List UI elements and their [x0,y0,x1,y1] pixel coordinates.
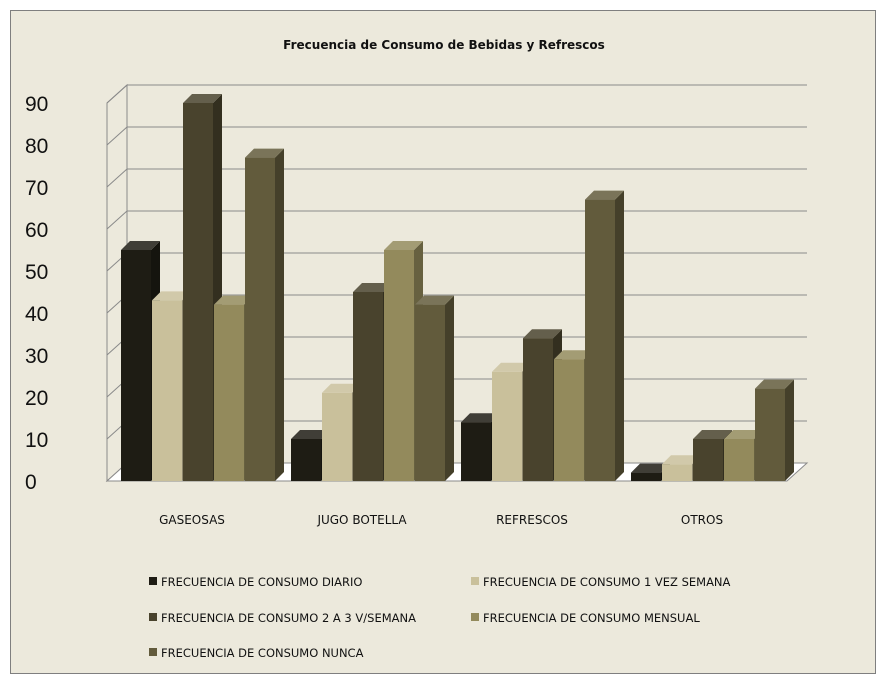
bar-top [461,413,500,423]
y-tick-label: 60 [25,219,48,242]
bar [585,190,624,481]
bar-top [693,430,732,439]
x-tick-label: OTROS [681,513,723,527]
bar-front [322,392,352,481]
y-tick-label: 40 [25,303,48,326]
bar-top [384,241,423,250]
legend-item: FRECUENCIA DE CONSUMO MENSUAL [471,611,700,625]
legend-label: FRECUENCIA DE CONSUMO NUNCA [161,646,364,660]
bar-front [461,422,491,481]
bar-front [152,300,182,481]
bar-front [245,157,275,481]
bar [755,379,794,481]
bar-chart: Frecuencia de Consumo de Bebidas y Refre… [25,38,809,660]
legend-item: FRECUENCIA DE CONSUMO NUNCA [149,646,364,660]
chart-area: Frecuencia de Consumo de Bebidas y Refre… [10,10,876,674]
bar-front [415,304,445,481]
bar-side [615,190,624,481]
gridline-diagonal [106,168,128,188]
legend-swatch [471,613,479,621]
y-tick-label: 0 [25,471,37,494]
y-tick-label: 20 [25,387,48,410]
bar-front [693,439,723,481]
y-tick-label: 10 [25,429,48,452]
legend-label: FRECUENCIA DE CONSUMO 1 VEZ SEMANA [483,575,731,589]
gridline-diagonal [106,84,128,104]
bar-front [291,439,321,481]
y-tick-label: 90 [25,93,48,116]
y-tick-label: 30 [25,345,48,368]
bar-front [492,371,522,481]
bar-front [353,292,383,481]
legend-label: FRECUENCIA DE CONSUMO MENSUAL [483,611,700,625]
bar-front [121,250,151,481]
bar-top [322,383,361,393]
bar [415,295,454,481]
bar-top [214,295,253,305]
bar-top [121,241,160,250]
bar-front [724,439,754,481]
bar-front [214,304,244,481]
bar-side [445,295,454,481]
bar-front [183,103,213,481]
bar-top [353,283,392,292]
bar-top [183,94,222,103]
y-tick-label: 50 [25,261,48,284]
bar-top [523,329,562,339]
bar-side [785,379,794,481]
bar-front [554,359,584,481]
bar-top [554,350,593,360]
legend-item: FRECUENCIA DE CONSUMO 2 A 3 V/SEMANA [149,611,416,625]
bar-front [631,472,661,481]
bar-top [585,190,624,200]
bar-top [492,362,531,372]
chart-title: Frecuencia de Consumo de Bebidas y Refre… [283,38,605,52]
bar-front [662,464,692,481]
bar-top [291,430,330,439]
y-tick-label: 80 [25,135,48,158]
gridline-diagonal [106,126,128,146]
y-tick-label: 70 [25,177,48,200]
bar-side [275,148,284,481]
legend-swatch [149,577,157,585]
bar [245,148,284,481]
bar-front [384,250,414,481]
bar-front [755,388,785,481]
legend-label: FRECUENCIA DE CONSUMO 2 A 3 V/SEMANA [161,611,416,625]
bar-top [755,379,794,389]
bar-top [152,291,191,301]
x-tick-label: JUGO BOTELLA [316,513,407,527]
legend-item: FRECUENCIA DE CONSUMO 1 VEZ SEMANA [471,575,731,589]
legend-swatch [149,648,157,656]
bar [183,94,222,481]
bar-top [724,430,763,439]
bar-top [415,295,454,305]
x-tick-label: GASEOSAS [159,513,225,527]
bar-top [245,148,284,158]
legend-swatch [149,613,157,621]
bar-front [523,338,553,481]
bar-top [662,455,701,465]
bar-top [631,463,670,473]
gridline-diagonal [106,210,128,230]
x-tick-label: REFRESCOS [496,513,568,527]
legend-swatch [471,577,479,585]
legend-label: FRECUENCIA DE CONSUMO DIARIO [161,575,363,589]
legend-item: FRECUENCIA DE CONSUMO DIARIO [149,575,363,589]
bar-front [585,199,615,481]
